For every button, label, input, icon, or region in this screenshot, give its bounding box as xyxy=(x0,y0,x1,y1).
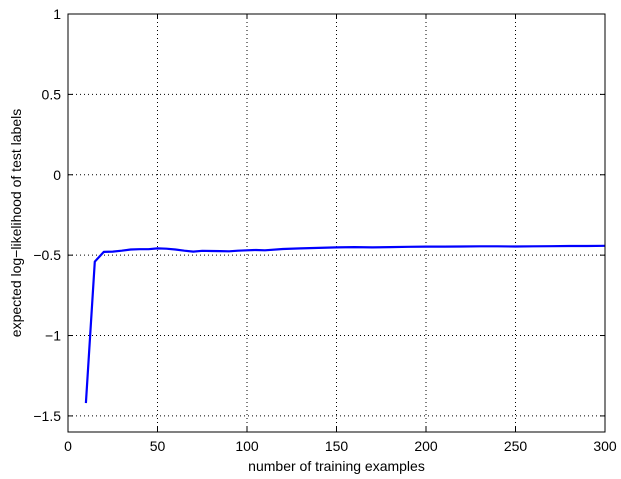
x-tick-label: 150 xyxy=(325,438,349,454)
y-tick-label: −1 xyxy=(45,328,61,344)
x-tick-label: 300 xyxy=(593,438,617,454)
y-tick-label: −1.5 xyxy=(33,408,61,424)
y-tick-label: 0.5 xyxy=(42,86,62,102)
x-axis-label: number of training examples xyxy=(248,458,425,474)
y-axis-ticks: −1.5 −1 −0.5 0 0.5 1 xyxy=(33,6,605,424)
y-axis-label: expected log−likelihood of test labels xyxy=(8,109,24,337)
plot-area xyxy=(68,14,605,432)
grid xyxy=(68,14,605,432)
x-tick-label: 200 xyxy=(414,438,438,454)
x-tick-label: 50 xyxy=(150,438,166,454)
y-tick-label: 0 xyxy=(53,167,61,183)
y-tick-label: −0.5 xyxy=(33,247,61,263)
x-axis-ticks: 0 50 100 150 200 250 300 xyxy=(64,14,617,454)
x-tick-label: 250 xyxy=(504,438,528,454)
y-tick-label: 1 xyxy=(53,6,61,22)
x-tick-label: 100 xyxy=(235,438,259,454)
x-tick-label: 0 xyxy=(64,438,72,454)
series-group xyxy=(84,244,606,404)
series-line xyxy=(84,244,606,404)
